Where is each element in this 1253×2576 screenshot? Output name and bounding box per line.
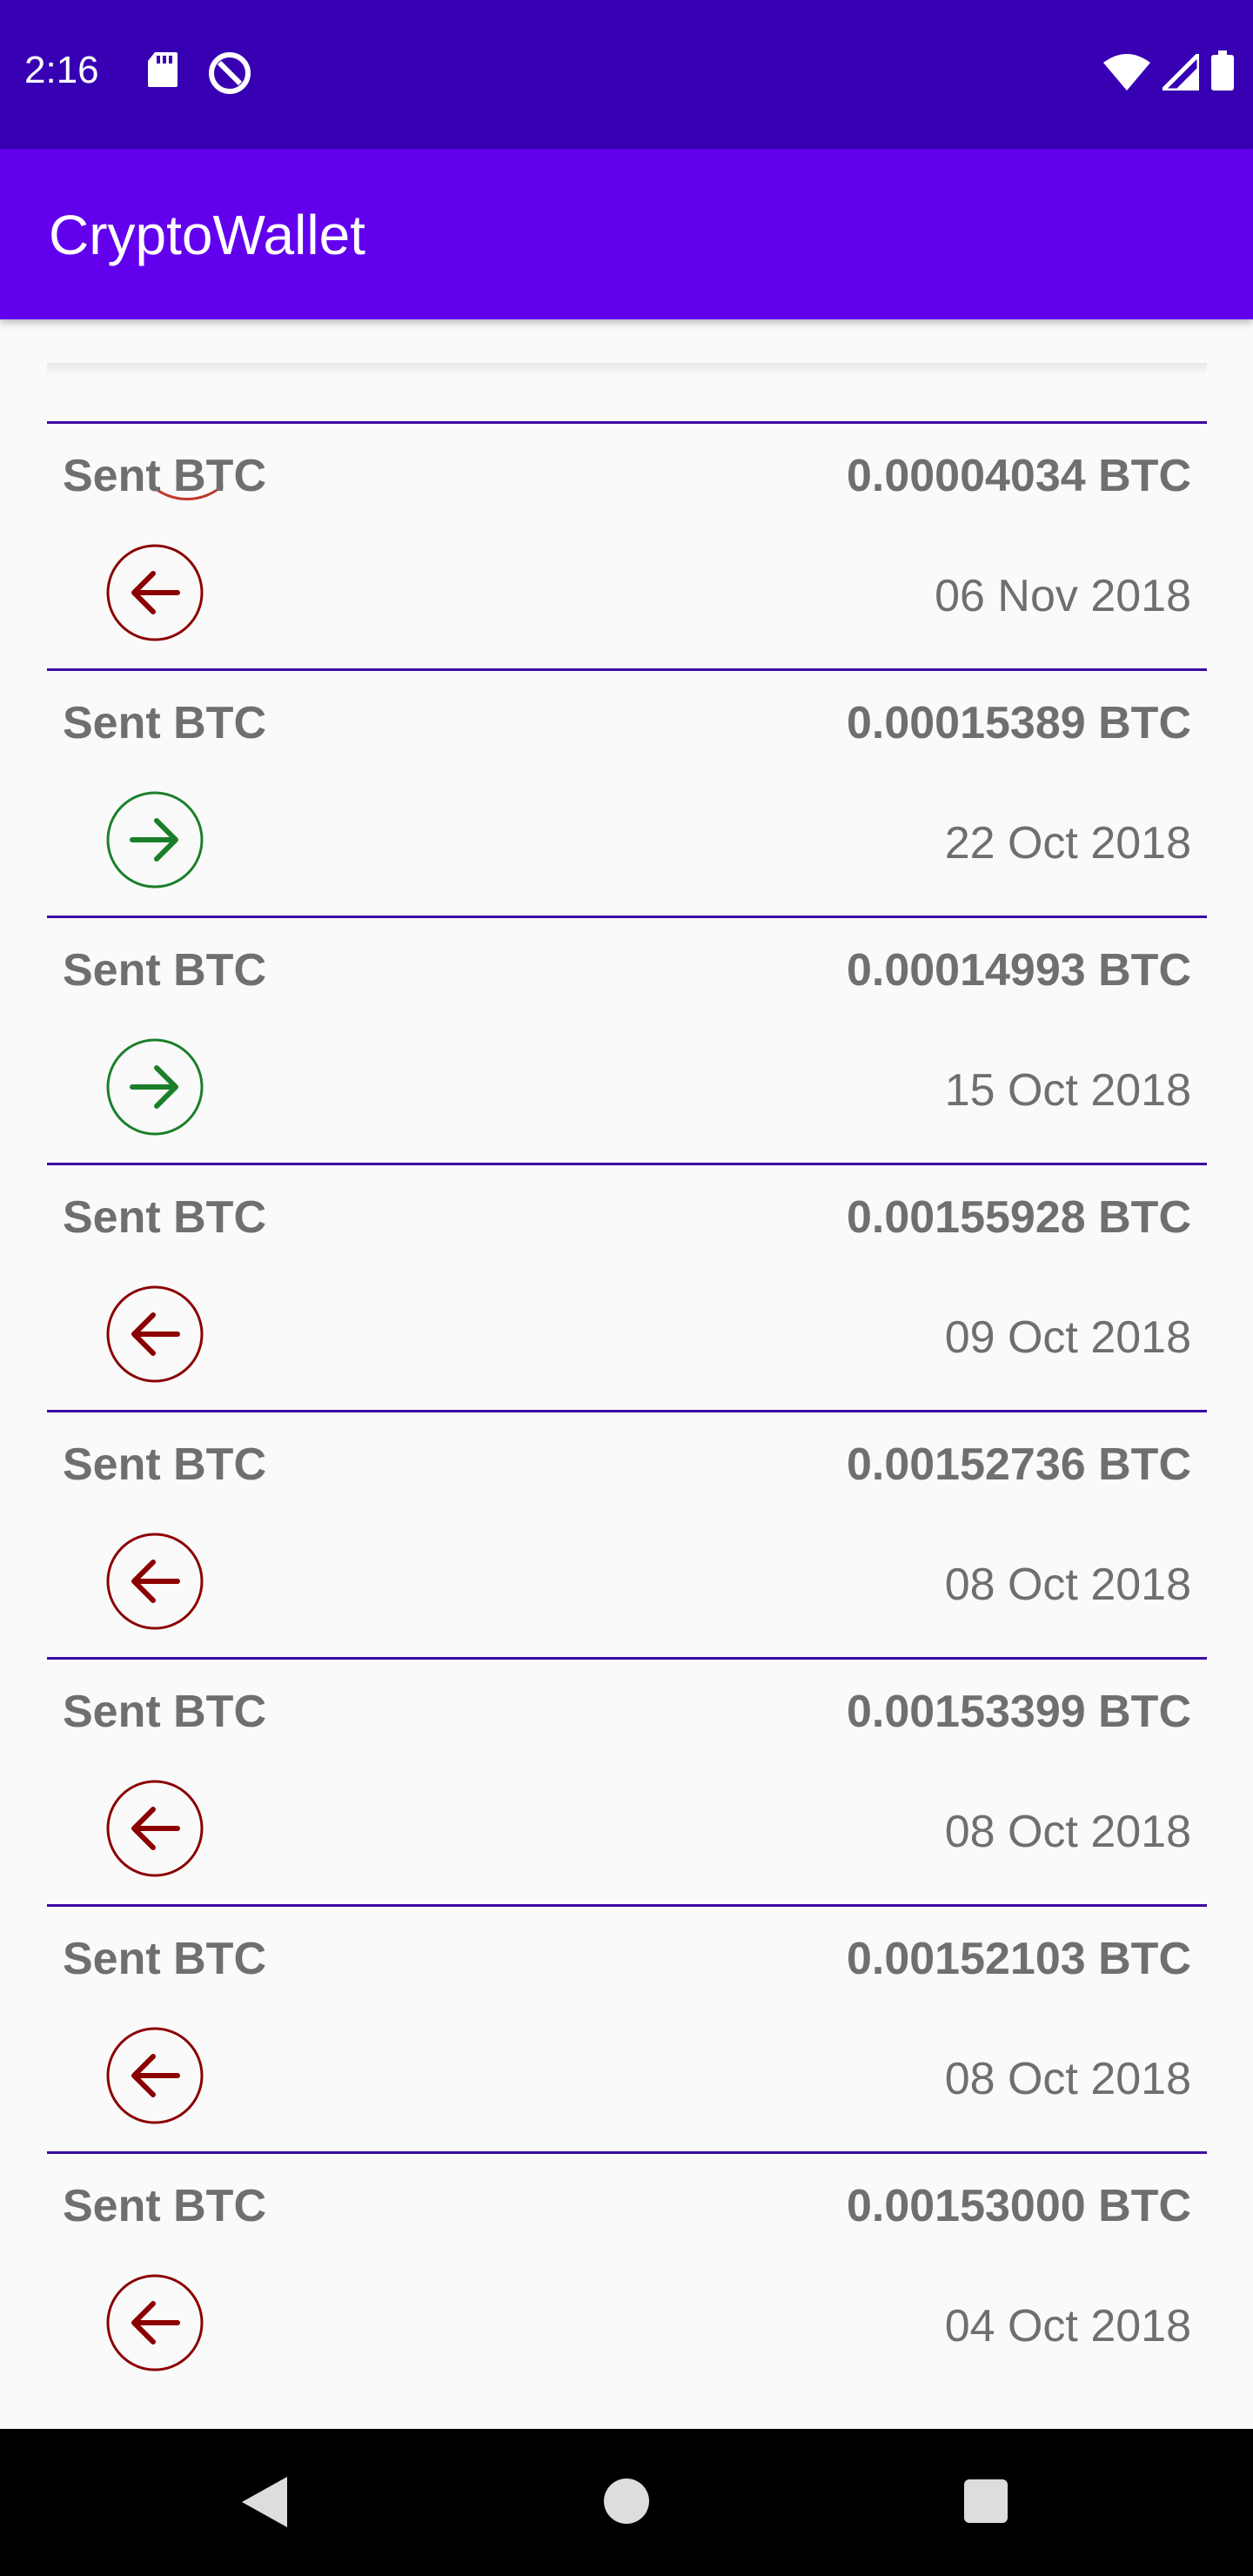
arrow-left-icon xyxy=(106,544,204,641)
transaction-row[interactable]: Sent BTC 0.00153000 BTC 04 Oct 2018 xyxy=(47,2151,1207,2401)
transaction-amount: 0.00004034 BTC xyxy=(846,451,1191,501)
transaction-date: 15 Oct 2018 xyxy=(944,1065,1191,1116)
transaction-date: 22 Oct 2018 xyxy=(944,818,1191,869)
transaction-amount: 0.00155928 BTC xyxy=(846,1192,1191,1243)
transaction-title: Sent BTC xyxy=(63,1192,266,1243)
transaction-title: Sent BTC xyxy=(63,2181,266,2231)
app-title: CryptoWallet xyxy=(49,204,365,266)
transaction-amount: 0.00153000 BTC xyxy=(846,2181,1191,2231)
status-time: 2:16 xyxy=(24,49,99,91)
transaction-date: 08 Oct 2018 xyxy=(944,1560,1191,1610)
transaction-date: 06 Nov 2018 xyxy=(935,571,1191,621)
transaction-amount: 0.00014993 BTC xyxy=(846,945,1191,996)
transaction-title: Sent BTC xyxy=(63,1687,266,1737)
data-saver-icon xyxy=(207,50,252,100)
arrow-left-icon xyxy=(106,1285,204,1383)
transaction-title: Sent BTC xyxy=(63,945,266,996)
transaction-row[interactable]: Sent BTC 0.00015389 BTC 22 Oct 2018 xyxy=(47,668,1207,918)
battery-icon xyxy=(1211,50,1234,95)
app-bar: CryptoWallet xyxy=(0,149,1253,319)
arrow-left-icon xyxy=(106,1780,204,1877)
wifi-icon xyxy=(1103,54,1150,95)
arrow-right-icon xyxy=(106,1038,204,1136)
transaction-amount: 0.00152736 BTC xyxy=(846,1439,1191,1490)
transaction-row[interactable]: Sent BTC 0.00153399 BTC 08 Oct 2018 xyxy=(47,1657,1207,1907)
transaction-amount: 0.00152103 BTC xyxy=(846,1934,1191,1984)
transaction-amount: 0.00015389 BTC xyxy=(846,698,1191,748)
transaction-date: 08 Oct 2018 xyxy=(944,2054,1191,2104)
transaction-date: 04 Oct 2018 xyxy=(944,2301,1191,2351)
transaction-row[interactable]: Sent BTC 0.00152103 BTC 08 Oct 2018 xyxy=(47,1904,1207,2154)
arrow-left-icon xyxy=(106,2274,204,2371)
transaction-title: Sent BTC xyxy=(63,451,266,501)
transaction-row[interactable]: Sent BTC 0.00152736 BTC 08 Oct 2018 xyxy=(47,1410,1207,1660)
arrow-right-icon xyxy=(106,791,204,889)
transaction-title: Sent BTC xyxy=(63,1439,266,1490)
arrow-left-icon xyxy=(106,1533,204,1630)
transaction-row[interactable]: Sent BTC 0.00004034 BTC 06 Nov 2018 xyxy=(47,421,1207,671)
transaction-title: Sent BTC xyxy=(63,1934,266,1984)
status-bar: 2:16 xyxy=(0,0,1253,149)
sd-card-icon xyxy=(146,50,179,93)
transaction-date: 08 Oct 2018 xyxy=(944,1807,1191,1857)
transaction-list[interactable]: Sent BTC 0.00004034 BTC 06 Nov 2018 Sent BT… xyxy=(47,319,1207,2429)
recent-apps-icon[interactable] xyxy=(964,2479,1008,2523)
navigation-bar xyxy=(0,2429,1253,2576)
home-icon[interactable] xyxy=(604,2479,649,2524)
transaction-amount: 0.00153399 BTC xyxy=(846,1687,1191,1737)
list-top-shadow xyxy=(47,363,1207,375)
back-icon[interactable] xyxy=(238,2475,289,2533)
cell-signal-icon xyxy=(1156,48,1202,95)
transaction-row[interactable]: Sent BTC 0.00014993 BTC 15 Oct 2018 xyxy=(47,916,1207,1165)
transaction-row[interactable]: Sent BTC 0.00155928 BTC 09 Oct 2018 xyxy=(47,1163,1207,1412)
arrow-left-icon xyxy=(106,2027,204,2124)
transaction-date: 09 Oct 2018 xyxy=(944,1312,1191,1363)
transaction-title: Sent BTC xyxy=(63,698,266,748)
